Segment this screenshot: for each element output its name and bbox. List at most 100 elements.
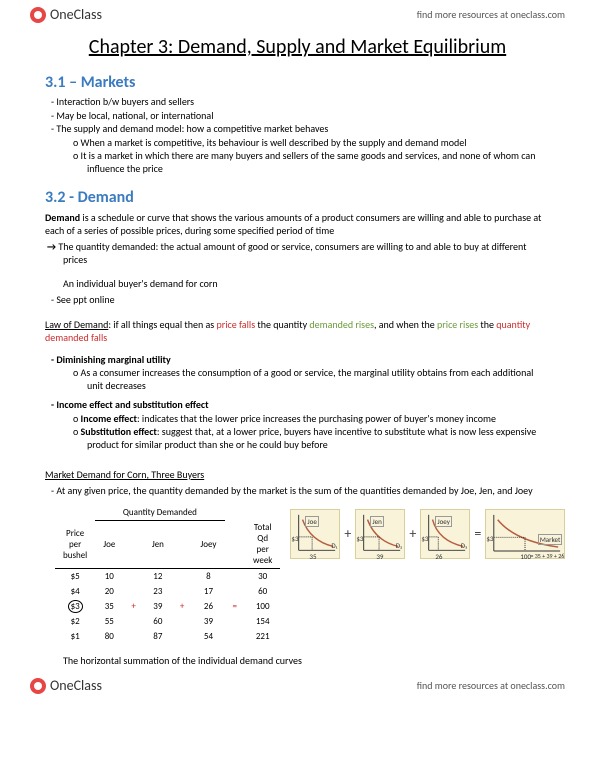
cell: 87 <box>144 629 172 644</box>
chapter-title: Chapter 3: Demand, Supply and Market Equ… <box>45 35 550 59</box>
summation-note: The horizontal summation of the individu… <box>45 654 550 667</box>
cell: $1 <box>55 629 95 644</box>
cell: 12 <box>144 569 172 585</box>
cell: 26 <box>192 599 224 614</box>
ind-list: See ppt online <box>45 294 550 307</box>
chart-label: Jen <box>370 516 383 527</box>
text: price rises <box>437 318 478 331</box>
brand-logo[interactable]: OneClass <box>30 677 102 694</box>
chart-label: Joe <box>305 516 318 527</box>
cell: $2 <box>55 614 95 629</box>
brand-left: One <box>50 6 74 23</box>
chart-label: Joey <box>435 516 452 527</box>
brand-logo[interactable]: OneClass <box>30 6 102 23</box>
chart-joey: Joey $3 26 D₃ <box>420 509 470 559</box>
list-item: Interaction b/w buyers and sellers <box>63 96 550 109</box>
list-item: As a consumer increases the consumption … <box>87 367 550 392</box>
market-demand-heading: Market Demand for Corn, Three Buyers <box>45 468 550 481</box>
cell: 39 <box>144 599 172 614</box>
page-content: Chapter 3: Demand, Supply and Market Equ… <box>0 35 595 667</box>
d-label: D₁ <box>331 541 337 550</box>
axis-label: 35 <box>309 552 316 561</box>
list-item: The supply and demand model: how a compe… <box>63 123 550 175</box>
d-label: D₂ <box>396 541 403 550</box>
sub-list: When a market is competitive, its behavi… <box>63 137 550 176</box>
section-3-1-heading: 3.1 – Markets <box>45 73 550 92</box>
chart-jen: Jen $3 39 D₂ <box>355 509 405 559</box>
cell: 39 <box>192 614 224 629</box>
text: price falls <box>216 318 255 331</box>
cell: 60 <box>144 614 172 629</box>
chart-joe: Joe $3 35 D₁ <box>290 509 340 559</box>
bottom-bar: OneClass find more resources at oneclass… <box>0 671 595 700</box>
md-list: At any given price, the quantity demande… <box>45 485 550 498</box>
sub-list: As a consumer increases the consumption … <box>63 367 550 392</box>
cell: 23 <box>144 584 172 599</box>
ind-demand-title: An individual buyer's demand for corn <box>45 277 550 290</box>
cell: $3 <box>55 599 95 614</box>
list-item: Diminishing marginal utility As a consum… <box>63 354 550 393</box>
list-item: Income effect: indicates that the lower … <box>87 413 550 426</box>
logo-icon <box>30 7 46 23</box>
axis-label: 39 <box>376 552 383 561</box>
text: the quantity <box>255 318 309 331</box>
cell: 10 <box>95 569 123 585</box>
plus-icon: + <box>172 599 192 614</box>
text: , and when the <box>374 318 437 331</box>
brand-left: One <box>50 677 74 694</box>
top-bar: OneClass find more resources at oneclass… <box>0 0 595 29</box>
s31-list: Interaction b/w buyers and sellers May b… <box>45 96 550 175</box>
text: Substitution effect <box>81 425 157 438</box>
col-price: Price per bushel <box>55 520 95 569</box>
col-joe: Joe <box>95 520 123 569</box>
text: Income effect and substitution effect <box>56 398 208 411</box>
cell: 17 <box>192 584 224 599</box>
sum-note: = 35 + 39 + 26 <box>530 552 564 560</box>
cell: 221 <box>245 629 280 644</box>
chart-market: Market $3 100 = 35 + 39 + 26 <box>485 509 565 559</box>
cell: $4 <box>55 584 95 599</box>
d-label: D₃ <box>461 541 468 550</box>
cell: 30 <box>245 569 280 585</box>
list-item: Substitution effect: suggest that, at a … <box>87 426 550 451</box>
chart-label: Market <box>538 534 563 545</box>
text: the <box>478 318 496 331</box>
text: $3 <box>68 600 83 613</box>
cell: 100 <box>245 599 280 614</box>
law-of-demand: Law of Demand: if all things equal then … <box>45 318 550 344</box>
list-item: Income effect and substitution effect In… <box>63 399 550 451</box>
eq-icon: = <box>225 599 245 614</box>
demand-def: Demand is a schedule or curve that shows… <box>45 211 550 237</box>
text: : indicates that the lower price increas… <box>137 412 496 425</box>
cell: 35 <box>95 599 123 614</box>
text: is a schedule or curve that shows the va… <box>45 211 541 237</box>
lower-row: Quantity Demanded Price per bushel Joe J… <box>45 499 550 645</box>
header-link[interactable]: find more resources at oneclass.com <box>417 8 565 21</box>
plus-icon: + <box>344 525 351 542</box>
brand-right: Class <box>74 6 102 23</box>
list-item: The quantity demanded: the actual amount… <box>63 241 550 266</box>
sub-list: Income effect: indicates that the lower … <box>63 413 550 452</box>
cell: 8 <box>192 569 224 585</box>
axis-label: $3 <box>421 534 428 543</box>
text: The supply and demand model: how a compe… <box>56 122 328 135</box>
demand-label: Demand <box>45 211 80 224</box>
axis-label: $3 <box>486 534 493 543</box>
text: demanded rises <box>309 318 374 331</box>
text: Income effect <box>81 412 137 425</box>
text: : if all things equal then as <box>108 318 216 331</box>
axis-label: $3 <box>356 534 363 543</box>
cell: $5 <box>55 569 95 585</box>
plus-icon: + <box>123 599 143 614</box>
cell: 20 <box>95 584 123 599</box>
law-label: Law of Demand <box>45 318 108 331</box>
ise-list: Income effect and substitution effect In… <box>45 399 550 451</box>
qd-table: Quantity Demanded Price per bushel Joe J… <box>55 505 280 645</box>
text: Diminishing marginal utility <box>56 353 170 366</box>
cell: 60 <box>245 584 280 599</box>
cell: 80 <box>95 629 123 644</box>
axis-label: 26 <box>435 552 442 561</box>
col-joey: Joey <box>192 520 224 569</box>
footer-link[interactable]: find more resources at oneclass.com <box>417 679 565 692</box>
col-jen: Jen <box>144 520 172 569</box>
